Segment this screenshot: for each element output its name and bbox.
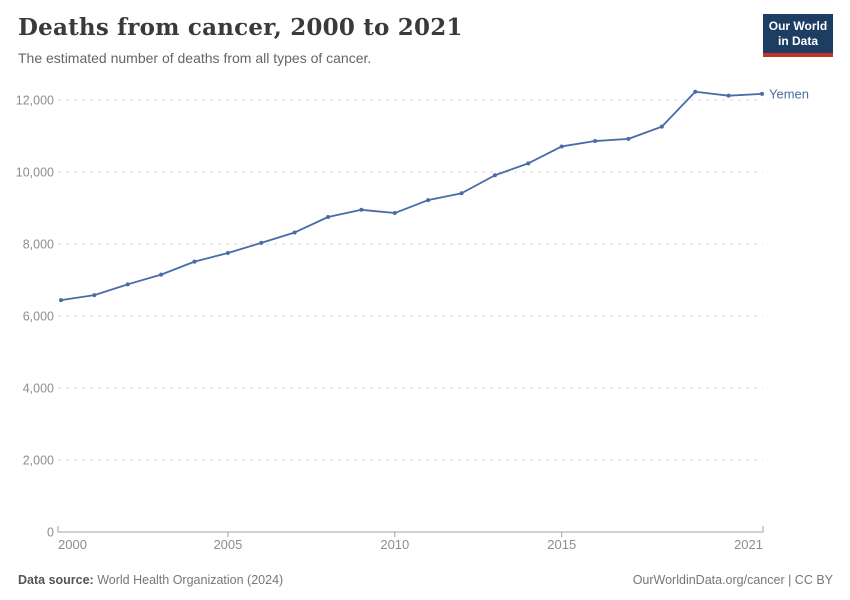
x-tick-label: 2005 [213,537,242,552]
x-tick-label: 2010 [380,537,409,552]
data-point [359,207,364,212]
chart-area: 0 2,000 4,000 6,000 8,000 10,000 12,000 2000 200… [0,85,850,563]
y-tick-label: 0 [47,526,54,540]
data-source-value: World Health Organization (2024) [93,573,284,587]
line-chart: 0 2,000 4,000 6,000 8,000 10,000 12,000 2000 200… [16,86,809,552]
data-point [392,211,397,216]
license-note[interactable]: OurWorldinData.org/cancer | CC BY [632,573,833,587]
data-point [59,298,63,303]
line-series [60,90,763,302]
y-tick-label: 8,000 [23,238,54,252]
data-point [92,293,97,298]
data-point [492,173,497,178]
chart-subtitle: The estimated number of deaths from all … [18,50,372,66]
chart-header: Deaths from cancer, 2000 to 2021 The est… [18,14,832,66]
data-point [125,282,130,287]
data-point [459,191,464,196]
data-point [426,198,431,203]
data-source-label: Data source: [18,573,94,587]
data-point [693,89,698,94]
data-point [292,230,297,235]
x-tick-label: 2021 [734,537,763,552]
data-point [326,215,331,219]
x-axis [57,526,764,533]
chart-footer: Data source: World Health Organization (… [18,573,833,587]
data-point [526,161,531,166]
data-point [192,259,197,264]
data-point [626,136,631,141]
data-source-note: Data source: World Health Organization (… [18,573,283,587]
data-point [159,272,164,277]
y-tick-label: 2,000 [23,454,54,468]
x-tick-label: 2015 [547,537,576,552]
owid-logo-line2: in Data [777,34,818,48]
chart-title: Deaths from cancer, 2000 to 2021 [18,14,463,41]
data-point [559,144,564,149]
y-tick-label: 6,000 [23,310,54,324]
owid-logo[interactable]: Our World in Data [763,14,833,57]
data-point [593,139,598,144]
data-point [225,251,230,255]
data-point [760,91,764,96]
data-point [259,240,264,245]
y-tick-label: 10,000 [16,166,54,180]
data-point [726,93,731,98]
data-point [659,124,664,129]
owid-logo-line1: Our World [768,19,828,33]
y-tick-label: 4,000 [23,382,54,396]
series-label-yemen: Yemen [769,86,809,101]
x-tick-label: 2000 [58,537,87,552]
y-tick-label: 12,000 [16,94,54,108]
